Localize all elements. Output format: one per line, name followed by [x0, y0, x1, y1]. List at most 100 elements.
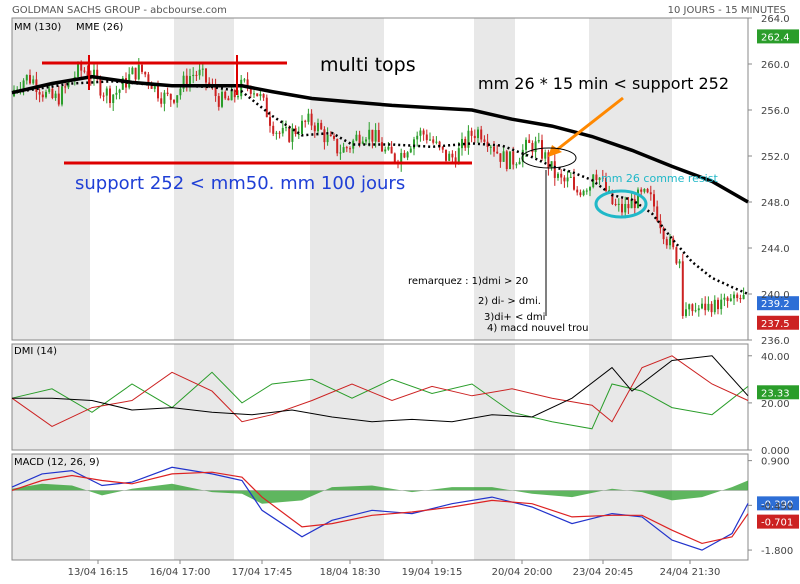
candle: [198, 69, 201, 76]
candle: [32, 79, 35, 84]
candle: [333, 136, 335, 139]
candle: [275, 132, 278, 134]
candle: [400, 152, 403, 165]
candle: [435, 141, 438, 143]
dmi-title: DMI (14): [14, 346, 57, 357]
candle: [134, 67, 137, 80]
candle: [189, 76, 191, 87]
candle: [646, 188, 649, 193]
candle: [83, 70, 86, 72]
candle: [80, 63, 83, 71]
candle: [77, 63, 79, 77]
candle: [685, 309, 687, 316]
candle: [157, 84, 159, 99]
low-badge: [757, 315, 799, 330]
candle: [515, 164, 518, 166]
candle: [445, 149, 447, 161]
x-tick-label: 23/04 20:45: [573, 567, 634, 578]
candle: [285, 127, 287, 129]
candle: [179, 88, 182, 96]
candle: [576, 189, 579, 193]
day-band: [589, 344, 672, 450]
candle: [358, 134, 361, 144]
candle: [291, 128, 294, 142]
candle: [704, 303, 707, 311]
candle: [304, 120, 307, 122]
candle: [701, 303, 703, 309]
candle: [144, 71, 147, 75]
candle: [240, 79, 243, 97]
candle: [307, 113, 310, 122]
y-tick-label: 240.0: [761, 290, 790, 301]
candle: [566, 177, 569, 182]
candle: [563, 177, 566, 182]
annot-remark-3: 3)di+ < dmi: [484, 312, 545, 323]
candle: [467, 130, 470, 148]
candle: [147, 74, 150, 83]
candle: [611, 190, 614, 205]
candle: [313, 125, 316, 132]
candle: [54, 93, 57, 99]
annot-support: support 252 < mm50. mm 100 jours: [75, 173, 405, 194]
candle: [448, 153, 451, 161]
annot-remark-1: remarquez : 1)dmi > 20: [408, 276, 528, 287]
candle: [422, 130, 425, 135]
candle: [681, 261, 684, 316]
candle: [531, 142, 534, 153]
candle: [544, 152, 547, 159]
candle: [61, 86, 63, 105]
candle: [406, 152, 409, 158]
candle: [525, 139, 527, 150]
day-band: [310, 344, 384, 450]
candle: [713, 299, 716, 313]
candle: [454, 157, 457, 165]
day-band: [12, 344, 90, 450]
candle: [669, 238, 671, 246]
candle: [614, 204, 617, 206]
signal-line: [11, 471, 749, 545]
di-minus-line: [11, 355, 749, 427]
candle: [25, 74, 28, 81]
chart-title: GOLDMAN SACHS GROUP - abcbourse.com: [12, 5, 227, 16]
candle: [464, 138, 467, 148]
candle: [371, 129, 374, 142]
candle: [163, 92, 166, 104]
x-tick-label: 19/04 19:15: [402, 567, 463, 578]
candle: [214, 85, 217, 97]
candle: [739, 298, 742, 300]
candle: [409, 148, 412, 153]
candle: [640, 189, 643, 192]
candle: [665, 239, 668, 246]
candle: [208, 82, 211, 85]
y-tick-label: 0.000: [761, 446, 790, 457]
candle: [381, 142, 383, 152]
candle: [320, 122, 323, 130]
candle: [112, 94, 115, 104]
candle: [649, 192, 652, 195]
candle: [329, 134, 332, 137]
candle: [185, 75, 188, 87]
candle: [29, 74, 31, 84]
candle: [96, 69, 99, 79]
ma130-line: [11, 74, 749, 204]
candle: [672, 238, 675, 248]
candle: [262, 94, 265, 98]
candle: [582, 190, 585, 196]
candle: [86, 71, 89, 77]
day-band: [474, 454, 515, 560]
candle: [659, 220, 662, 229]
y-tick-label: 260.0: [761, 60, 790, 71]
candle: [505, 151, 508, 170]
candle: [438, 141, 441, 147]
candle: [627, 204, 630, 209]
x-tick-label: 24/04 21:30: [660, 567, 721, 578]
candle: [675, 247, 678, 264]
candle: [656, 206, 659, 221]
candle: [617, 203, 620, 205]
x-tick-label: 16/04 17:00: [150, 567, 211, 578]
candle: [93, 69, 95, 79]
candle: [393, 153, 396, 162]
candle: [493, 146, 495, 152]
candle: [483, 139, 486, 142]
